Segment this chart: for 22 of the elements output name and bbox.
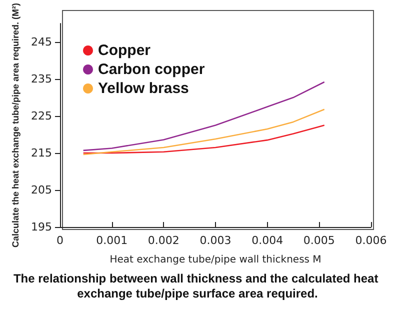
x-tick-label: 0.004 — [252, 234, 284, 247]
x-tick-label: 0.003 — [200, 234, 232, 247]
y-tick-label: 245 — [31, 36, 52, 49]
line-series — [82, 124, 325, 154]
legend-label: Carbon copper — [98, 61, 205, 78]
legend-label: Copper — [98, 42, 151, 59]
x-axis-title: Heat exchange tube/pipe wall thickness M — [110, 254, 322, 266]
x-tick-label: 0.005 — [303, 234, 335, 247]
x-tick-label: 0.006 — [355, 234, 387, 247]
line-series — [82, 108, 325, 156]
y-tick-label: 225 — [31, 110, 52, 123]
line-series — [82, 81, 325, 152]
x-tick-label: 0.002 — [148, 234, 180, 247]
text: The relationship between wall thickness and the calculated heat exchange tube/pipe surface area required. — [13, 272, 382, 300]
y-tick-label: 205 — [31, 184, 52, 197]
x-tick-label: 0.001 — [96, 234, 128, 247]
y-tick-label: 215 — [31, 146, 52, 160]
x-tick-label: 0 — [56, 234, 64, 247]
y-tick-label: 235 — [31, 72, 52, 86]
y-tick-label: 195 — [31, 220, 52, 234]
legend-label: Yellow brass — [98, 80, 189, 97]
y-axis-title: Calculate the heat exchange tube/pipe area required. (M²) — [10, 3, 20, 248]
